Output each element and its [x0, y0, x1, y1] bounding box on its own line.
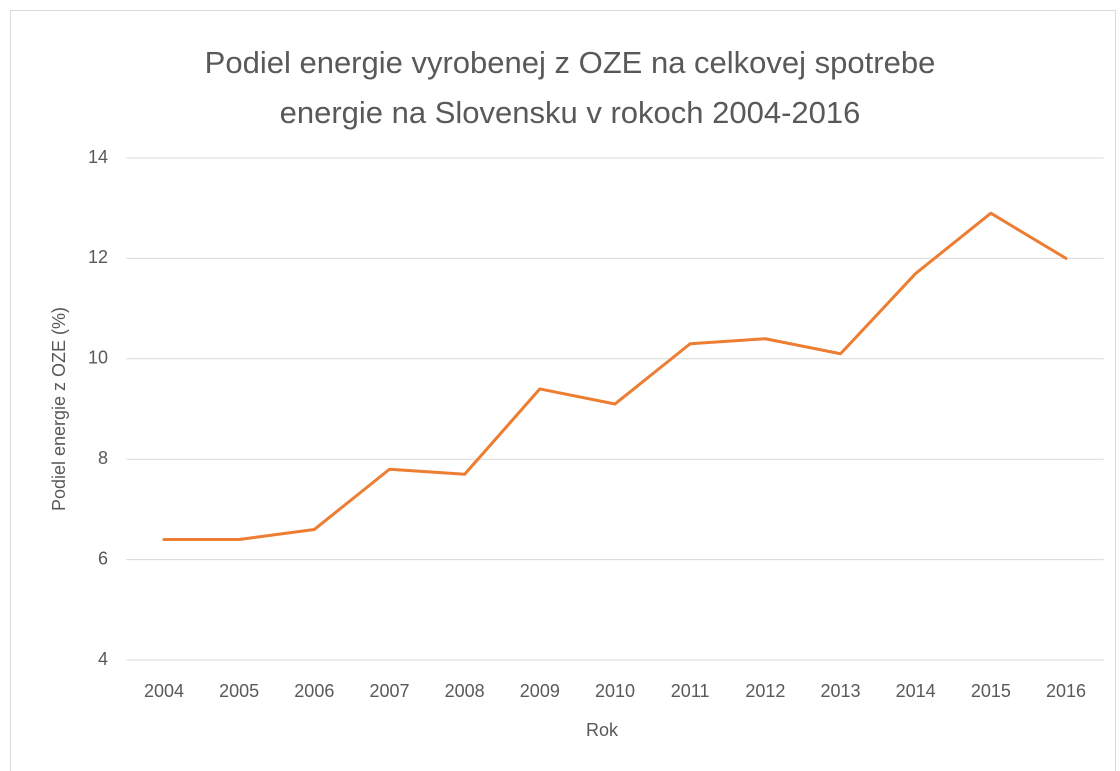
y-tick-label: 14: [88, 147, 108, 167]
x-tick-label: 2006: [294, 681, 334, 701]
x-tick-label: 2008: [445, 681, 485, 701]
data-line: [162, 211, 1068, 542]
x-tick-label: 2011: [671, 681, 710, 701]
y-axis-label: Podiel energie z OZE (%): [49, 307, 69, 511]
chart-title: Podiel energie vyrobenej z OZE na celkov…: [204, 45, 936, 130]
x-tick-label: 2014: [896, 681, 936, 701]
y-tick-label: 8: [98, 448, 108, 468]
x-tick-label: 2004: [144, 681, 184, 701]
x-tick-label: 2009: [520, 681, 560, 701]
x-tick-label: 2015: [971, 681, 1011, 701]
x-tick-label: 2012: [745, 681, 785, 701]
y-tick-label: 4: [98, 649, 108, 669]
x-tick-label: 2010: [595, 681, 635, 701]
x-tick-label: 2005: [219, 681, 259, 701]
x-tick-label: 2013: [820, 681, 860, 701]
x-tick-label: 2016: [1046, 681, 1086, 701]
y-tick-label: 12: [88, 247, 108, 267]
chart-border: [10, 10, 1116, 771]
x-tick-label: 2007: [369, 681, 409, 701]
y-tick-label: 6: [98, 548, 108, 568]
y-tick-label: 10: [88, 348, 108, 368]
x-axis-label: Rok: [586, 720, 619, 740]
